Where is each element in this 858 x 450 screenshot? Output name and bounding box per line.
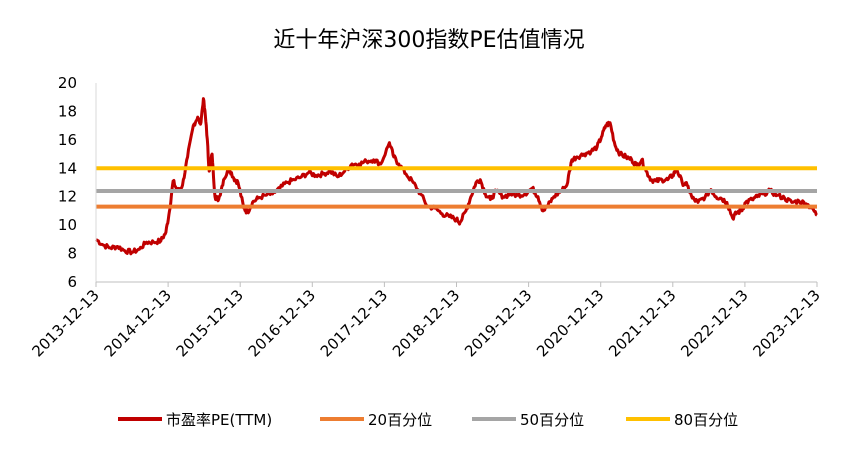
x-tick-label: 2016-12-13 (245, 286, 319, 360)
legend-label: 50百分位 (520, 411, 584, 429)
pe-ttm-series-line (95, 97, 818, 256)
y-tick-label: 18 (58, 102, 77, 120)
y-tick-label: 10 (58, 216, 77, 234)
legend-item-percentile-80: 80百分位 (626, 411, 738, 429)
y-tick-label: 16 (58, 131, 77, 149)
y-tick-label: 14 (58, 159, 77, 177)
y-tick-label: 6 (67, 273, 77, 291)
legend-item-pe-ttm: 市盈率PE(TTM) (118, 411, 272, 429)
y-tick-label: 8 (67, 245, 77, 263)
x-tick-label: 2013-12-13 (28, 286, 102, 360)
x-tick-label: 2014-12-13 (101, 286, 175, 360)
x-tick-label: 2018-12-13 (389, 286, 463, 360)
legend-item-percentile-50: 50百分位 (472, 411, 584, 429)
x-tick-label: 2021-12-13 (605, 286, 679, 360)
x-tick-label: 2023-12-13 (749, 286, 823, 360)
x-tick-label: 2015-12-13 (173, 286, 247, 360)
y-tick-label: 12 (58, 188, 77, 206)
y-tick-label: 20 (58, 74, 77, 92)
legend-label: 20百分位 (368, 411, 432, 429)
x-tick-label: 2017-12-13 (317, 286, 391, 360)
legend: 市盈率PE(TTM) 20百分位 50百分位 80百分位 (118, 411, 738, 429)
legend-item-percentile-20: 20百分位 (320, 411, 432, 429)
lines-layer (95, 97, 818, 256)
x-tick-label: 2019-12-13 (461, 286, 535, 360)
x-tick-label: 2022-12-13 (677, 286, 751, 360)
chart-title: 近十年沪深300指数PE估值情况 (273, 28, 585, 53)
legend-label: 80百分位 (674, 411, 738, 429)
legend-label: 市盈率PE(TTM) (166, 411, 272, 429)
axis-layer: 6 8 10 12 14 16 18 20 2013-12-132014-12-132015-1… (28, 74, 823, 360)
x-tick-label: 2020-12-13 (533, 286, 607, 360)
